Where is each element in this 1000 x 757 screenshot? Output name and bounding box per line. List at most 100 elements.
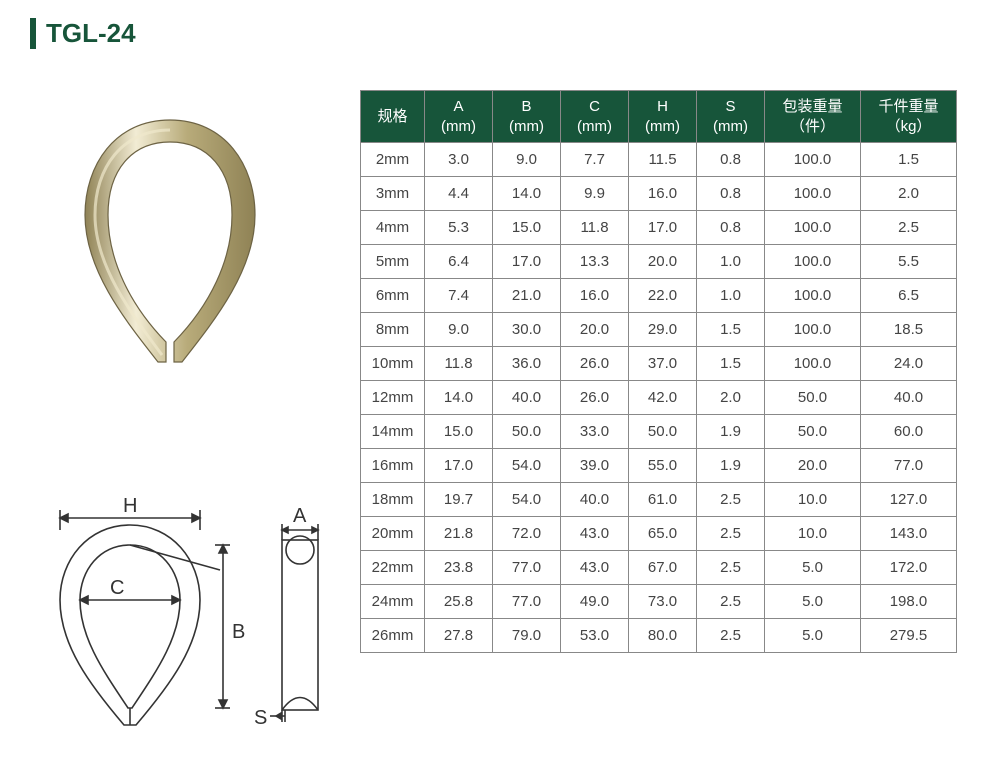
table-cell: 9.9 [561,177,629,211]
table-cell: 4mm [361,211,425,245]
table-row: 2mm3.09.07.711.50.8100.01.5 [361,143,957,177]
table-cell: 22.0 [629,279,697,313]
table-cell: 14.0 [425,381,493,415]
dim-label-C: C [110,577,124,599]
table-cell: 17.0 [629,211,697,245]
table-cell: 24mm [361,585,425,619]
col-header: 包装重量（件） [765,91,861,143]
table-cell: 8mm [361,313,425,347]
table-cell: 73.0 [629,585,697,619]
table-cell: 72.0 [493,517,561,551]
table-cell: 2mm [361,143,425,177]
table-cell: 43.0 [561,551,629,585]
table-row: 18mm19.754.040.061.02.510.0127.0 [361,483,957,517]
table-cell: 77.0 [861,449,957,483]
table-cell: 11.8 [425,347,493,381]
table-row: 6mm7.421.016.022.01.0100.06.5 [361,279,957,313]
table-cell: 54.0 [493,449,561,483]
table-cell: 27.8 [425,619,493,653]
table-cell: 42.0 [629,381,697,415]
table-cell: 18mm [361,483,425,517]
table-cell: 77.0 [493,585,561,619]
col-header: C(mm) [561,91,629,143]
table-cell: 100.0 [765,177,861,211]
table-cell: 198.0 [861,585,957,619]
table-cell: 7.4 [425,279,493,313]
table-cell: 40.0 [493,381,561,415]
table-row: 4mm5.315.011.817.00.8100.02.5 [361,211,957,245]
dim-label-H: H [123,495,137,517]
table-row: 14mm15.050.033.050.01.950.060.0 [361,415,957,449]
table-cell: 21.0 [493,279,561,313]
page-title: TGL-24 [30,18,136,49]
table-row: 16mm17.054.039.055.01.920.077.0 [361,449,957,483]
table-cell: 50.0 [765,381,861,415]
table-cell: 11.8 [561,211,629,245]
dim-label-B: B [232,621,245,643]
table-cell: 5.5 [861,245,957,279]
table-cell: 26.0 [561,347,629,381]
table-row: 8mm9.030.020.029.01.5100.018.5 [361,313,957,347]
table-cell: 77.0 [493,551,561,585]
table-cell: 6.5 [861,279,957,313]
table-cell: 100.0 [765,143,861,177]
table-cell: 1.0 [697,279,765,313]
col-header: S(mm) [697,91,765,143]
table-cell: 61.0 [629,483,697,517]
table-cell: 3.0 [425,143,493,177]
table-cell: 30.0 [493,313,561,347]
table-cell: 26mm [361,619,425,653]
table-cell: 16.0 [629,177,697,211]
table-cell: 5.0 [765,619,861,653]
table-cell: 49.0 [561,585,629,619]
dim-label-S: S [254,707,267,729]
spec-table-head: 规格A(mm)B(mm)C(mm)H(mm)S(mm)包装重量（件）千件重量（k… [361,91,957,143]
table-cell: 54.0 [493,483,561,517]
spec-table-body: 2mm3.09.07.711.50.8100.01.53mm4.414.09.9… [361,143,957,653]
table-cell: 2.5 [697,483,765,517]
table-cell: 15.0 [493,211,561,245]
table-cell: 6mm [361,279,425,313]
table-cell: 100.0 [765,279,861,313]
table-cell: 9.0 [493,143,561,177]
table-cell: 50.0 [493,415,561,449]
table-cell: 279.5 [861,619,957,653]
col-header: 规格 [361,91,425,143]
dimension-diagram: H C B A S [20,490,340,740]
table-cell: 5mm [361,245,425,279]
table-cell: 39.0 [561,449,629,483]
table-cell: 5.0 [765,585,861,619]
table-cell: 40.0 [561,483,629,517]
table-cell: 5.3 [425,211,493,245]
table-cell: 143.0 [861,517,957,551]
table-cell: 2.0 [697,381,765,415]
table-cell: 20mm [361,517,425,551]
table-cell: 79.0 [493,619,561,653]
table-row: 22mm23.877.043.067.02.55.0172.0 [361,551,957,585]
col-header: H(mm) [629,91,697,143]
table-cell: 100.0 [765,347,861,381]
table-cell: 24.0 [861,347,957,381]
table-cell: 10mm [361,347,425,381]
table-row: 5mm6.417.013.320.01.0100.05.5 [361,245,957,279]
table-cell: 127.0 [861,483,957,517]
table-cell: 4.4 [425,177,493,211]
table-cell: 1.9 [697,449,765,483]
table-cell: 37.0 [629,347,697,381]
table-cell: 20.0 [765,449,861,483]
table-cell: 100.0 [765,313,861,347]
table-cell: 50.0 [629,415,697,449]
table-cell: 12mm [361,381,425,415]
table-cell: 1.9 [697,415,765,449]
table-cell: 10.0 [765,517,861,551]
table-cell: 14.0 [493,177,561,211]
col-header: B(mm) [493,91,561,143]
table-cell: 1.0 [697,245,765,279]
table-cell: 172.0 [861,551,957,585]
table-cell: 15.0 [425,415,493,449]
table-cell: 2.5 [697,517,765,551]
table-cell: 7.7 [561,143,629,177]
product-photo [70,110,270,370]
table-cell: 19.7 [425,483,493,517]
table-cell: 22mm [361,551,425,585]
